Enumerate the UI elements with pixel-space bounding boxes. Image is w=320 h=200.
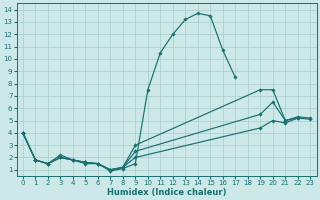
X-axis label: Humidex (Indice chaleur): Humidex (Indice chaleur): [107, 188, 226, 197]
